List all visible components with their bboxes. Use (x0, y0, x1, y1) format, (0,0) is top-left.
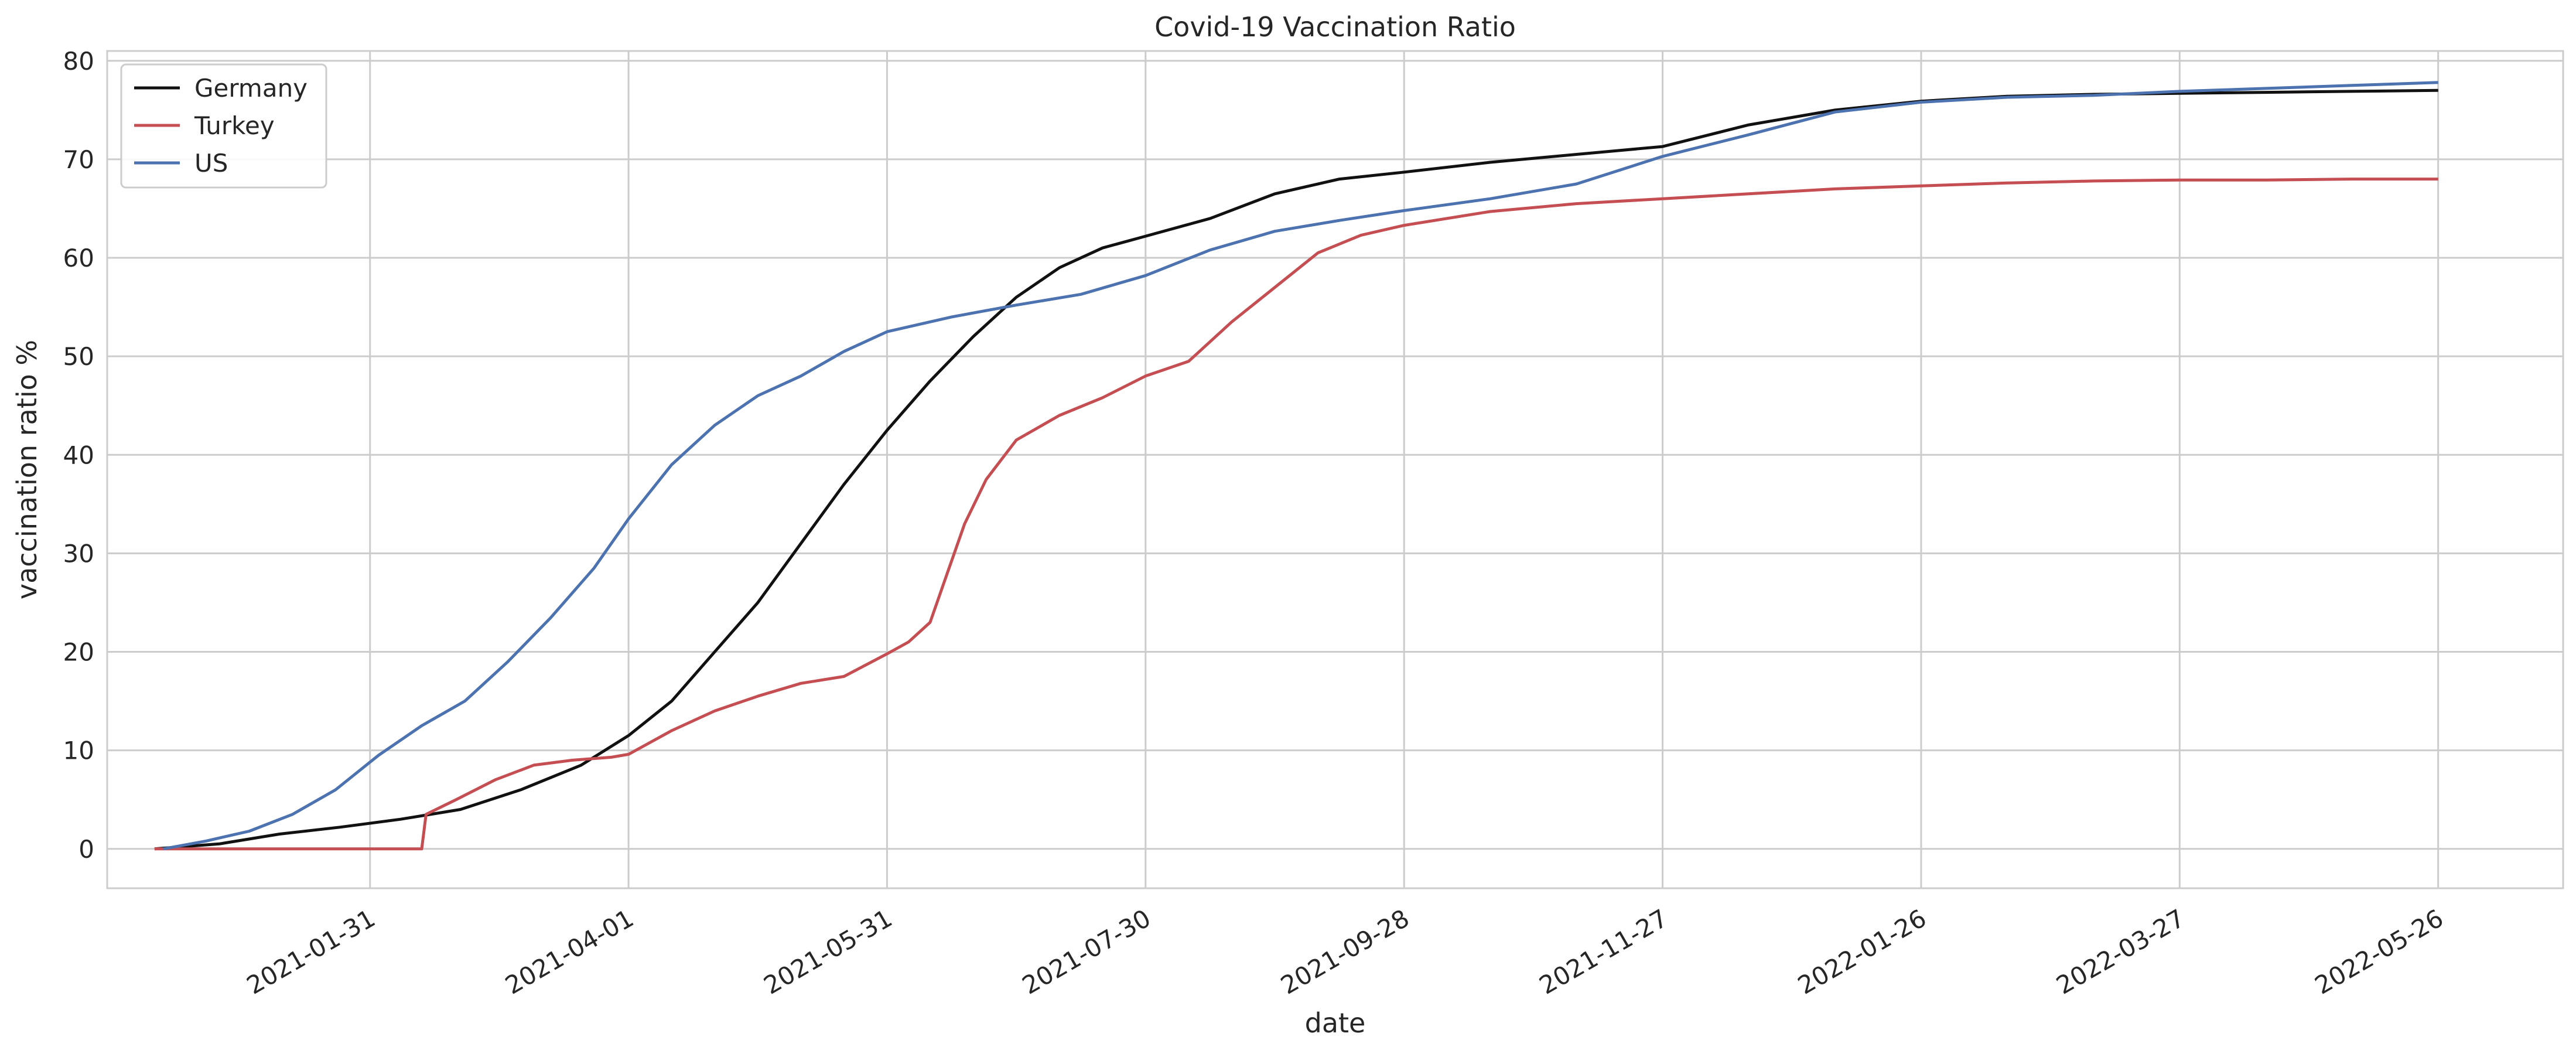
series-line-us (163, 81, 2438, 851)
y-tick-label: 50 (63, 342, 94, 371)
legend: Germany Turkey US (120, 63, 327, 189)
x-axis-label: date (1305, 1007, 1366, 1039)
chart-title: Covid-19 Vaccination Ratio (1154, 11, 1516, 43)
y-tick-label: 0 (78, 835, 94, 864)
y-tick-label: 30 (63, 539, 94, 568)
series-lines (154, 81, 2438, 851)
y-axis-ticks: 0 10 20 30 40 50 60 70 80 (63, 47, 94, 864)
y-tick-label: 40 (63, 441, 94, 469)
y-tick-label: 80 (63, 47, 94, 76)
y-tick-label: 70 (63, 145, 94, 174)
legend-label-turkey: Turkey (194, 111, 275, 140)
legend-label-us: US (194, 149, 228, 178)
y-axis-label: vaccination ratio % (11, 340, 43, 599)
legend-box (120, 63, 327, 189)
y-tick-label: 10 (63, 737, 94, 765)
y-tick-label: 60 (63, 244, 94, 272)
plot-frame (106, 50, 2564, 889)
y-tick-label: 20 (63, 638, 94, 667)
legend-label-germany: Germany (194, 74, 308, 103)
series-line-turkey (154, 178, 2438, 851)
